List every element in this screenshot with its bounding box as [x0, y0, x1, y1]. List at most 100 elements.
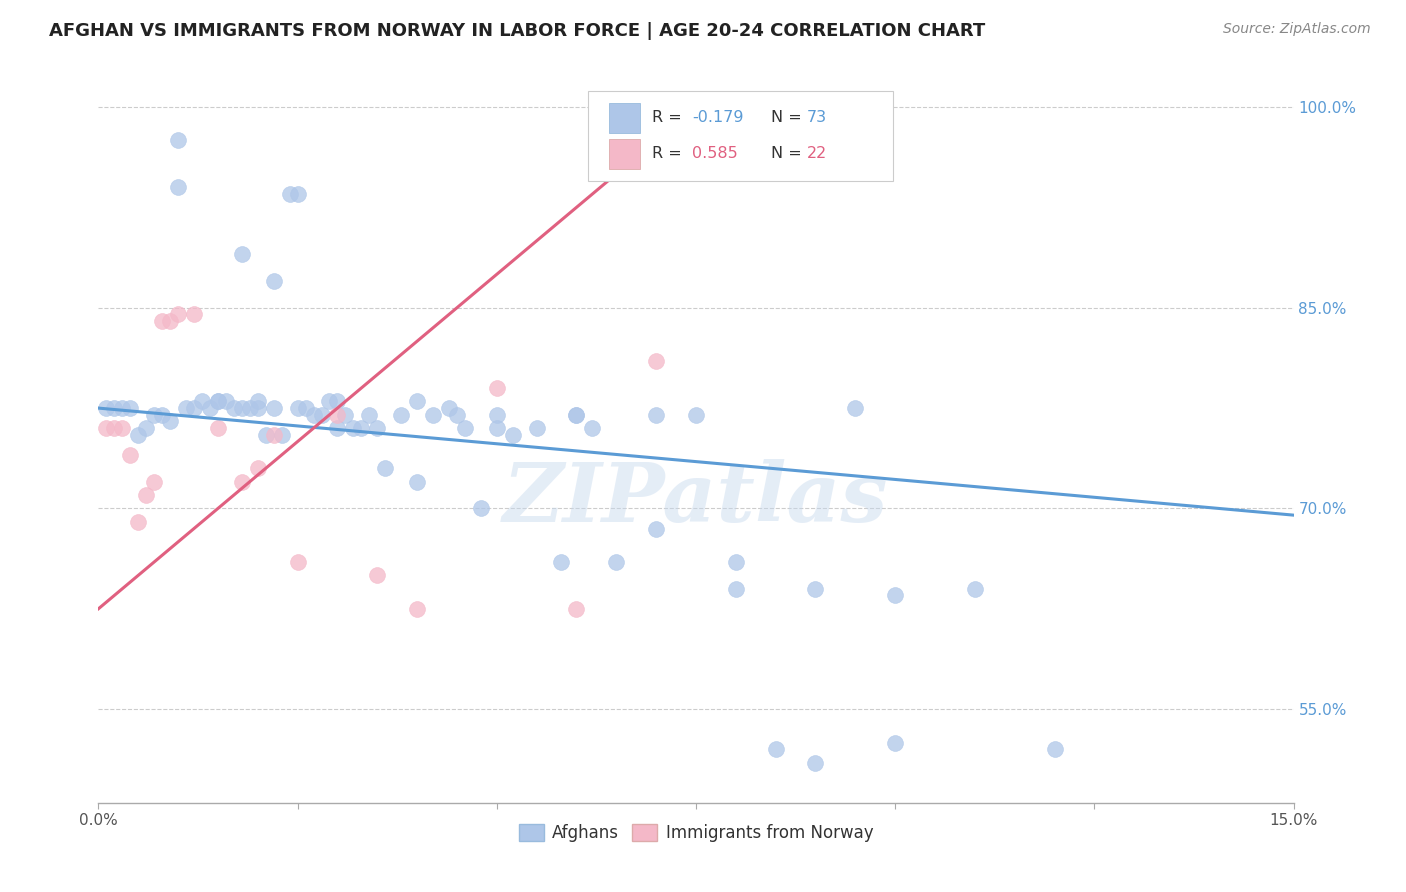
Point: [111, 401, 134, 416]
Point: [135, 421, 157, 435]
Point: [191, 394, 214, 409]
Point: [239, 401, 262, 416]
Point: [135, 488, 157, 502]
Point: [765, 742, 787, 756]
Point: [326, 421, 349, 435]
Point: [804, 756, 827, 770]
Point: [724, 582, 747, 596]
Point: [422, 408, 444, 422]
Text: 0.585: 0.585: [692, 146, 738, 161]
Point: [120, 448, 142, 462]
Point: [454, 421, 477, 435]
Point: [350, 421, 373, 435]
Point: [485, 381, 508, 395]
Point: [207, 394, 229, 409]
Point: [685, 408, 707, 422]
Point: [406, 475, 429, 489]
Point: [231, 247, 253, 261]
Point: [263, 401, 285, 416]
Text: 73: 73: [807, 111, 827, 126]
FancyBboxPatch shape: [589, 91, 893, 181]
Point: [222, 401, 245, 416]
Point: [406, 394, 429, 409]
FancyBboxPatch shape: [609, 139, 640, 169]
Point: [254, 428, 277, 442]
Point: [502, 428, 524, 442]
Point: [143, 475, 166, 489]
Point: [645, 521, 668, 535]
Point: [103, 401, 125, 416]
Point: [127, 515, 149, 529]
Point: [246, 394, 269, 409]
Text: R =: R =: [652, 146, 686, 161]
Point: [263, 428, 285, 442]
Point: [167, 134, 190, 148]
Point: [207, 394, 229, 409]
Point: [565, 602, 588, 616]
Text: R =: R =: [652, 111, 686, 126]
Point: [183, 401, 205, 416]
Point: [231, 401, 253, 416]
Point: [183, 308, 205, 322]
Text: N =: N =: [772, 111, 807, 126]
Point: [215, 394, 238, 409]
Point: [311, 408, 333, 422]
Point: [143, 408, 166, 422]
Point: [342, 421, 364, 435]
Point: [645, 408, 668, 422]
Point: [1043, 742, 1066, 756]
Point: [159, 414, 181, 429]
Point: [294, 401, 316, 416]
Point: [844, 401, 866, 416]
Point: [120, 401, 142, 416]
Text: 22: 22: [807, 146, 827, 161]
Point: [231, 475, 253, 489]
Point: [724, 555, 747, 569]
Text: Source: ZipAtlas.com: Source: ZipAtlas.com: [1223, 22, 1371, 37]
Point: [326, 408, 349, 422]
Point: [470, 501, 492, 516]
Point: [366, 421, 388, 435]
Text: -0.179: -0.179: [692, 111, 744, 126]
Point: [174, 401, 197, 416]
Point: [550, 555, 572, 569]
FancyBboxPatch shape: [609, 103, 640, 133]
Point: [246, 401, 269, 416]
Point: [287, 401, 309, 416]
Point: [159, 314, 181, 328]
Point: [167, 308, 190, 322]
Point: [485, 421, 508, 435]
Point: [150, 408, 173, 422]
Point: [565, 408, 588, 422]
Point: [96, 421, 118, 435]
Point: [287, 555, 309, 569]
Point: [804, 582, 827, 596]
Point: [374, 461, 396, 475]
Point: [167, 180, 190, 194]
Point: [406, 602, 429, 616]
Point: [318, 394, 340, 409]
Point: [96, 401, 118, 416]
Point: [526, 421, 548, 435]
Point: [198, 401, 221, 416]
Point: [278, 187, 301, 202]
Point: [207, 421, 229, 435]
Point: [263, 274, 285, 288]
Point: [884, 589, 907, 603]
Legend: Afghans, Immigrants from Norway: Afghans, Immigrants from Norway: [512, 817, 880, 848]
Point: [150, 314, 173, 328]
Point: [359, 408, 381, 422]
Point: [389, 408, 412, 422]
Point: [884, 735, 907, 749]
Point: [645, 354, 668, 368]
Point: [446, 408, 468, 422]
Point: [605, 555, 627, 569]
Point: [963, 582, 986, 596]
Point: [287, 187, 309, 202]
Point: [366, 568, 388, 582]
Point: [581, 421, 603, 435]
Text: N =: N =: [772, 146, 807, 161]
Point: [302, 408, 325, 422]
Point: [437, 401, 460, 416]
Point: [335, 408, 357, 422]
